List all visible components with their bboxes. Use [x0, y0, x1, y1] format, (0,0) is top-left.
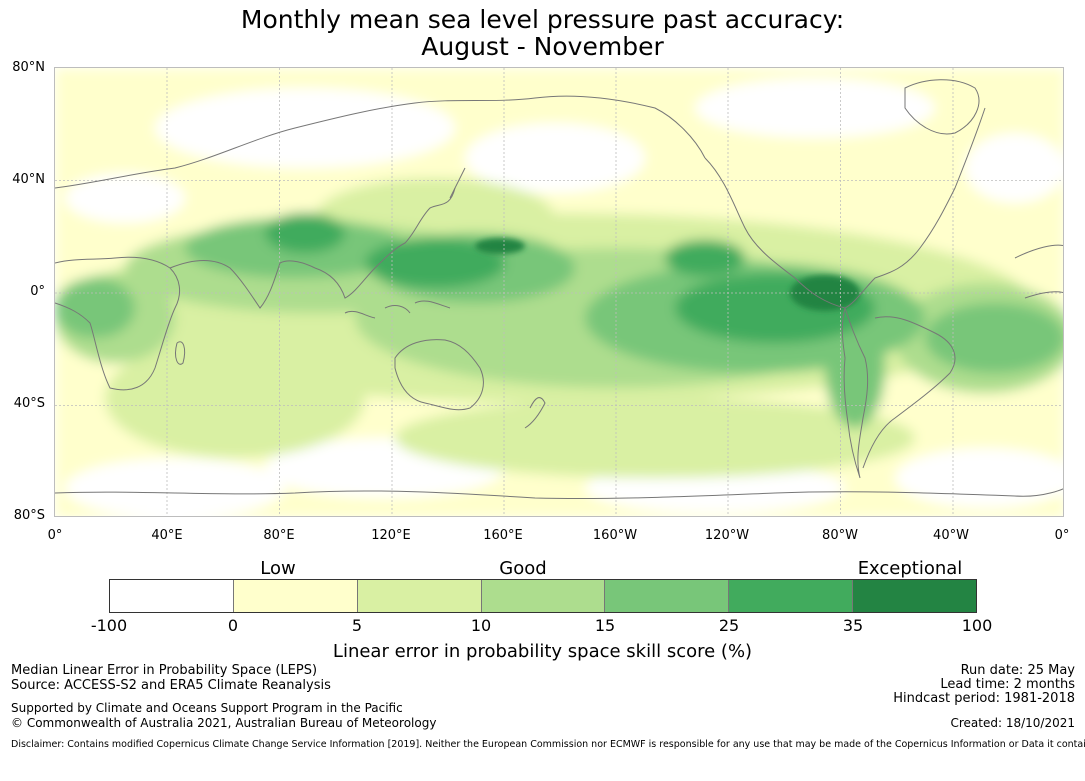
lat-label-40s: 40°S — [13, 396, 45, 411]
colorbar-segment — [729, 580, 854, 612]
lon-label-80e: 80°E — [263, 528, 295, 543]
map-canvas — [55, 68, 1063, 516]
colorbar-segment — [110, 580, 234, 612]
lat-label-80n: 80°N — [12, 60, 45, 75]
colorbar-tick: 0 — [227, 616, 239, 635]
lon-label-80w: 80°W — [822, 528, 858, 543]
lon-label-120e: 120°E — [371, 528, 411, 543]
colorbar-tick: 10 — [470, 616, 492, 635]
colorbar-tick: 5 — [351, 616, 363, 635]
run-date-text: Run date: 25 May — [960, 663, 1075, 678]
support-text: Supported by Climate and Oceans Support … — [11, 701, 403, 715]
lon-label-0: 0° — [47, 528, 63, 543]
colorbar-segment — [853, 580, 977, 612]
coastlines — [55, 79, 1063, 500]
colorbar-segment — [605, 580, 730, 612]
copyright-text: © Commonwealth of Australia 2021, Austra… — [11, 716, 437, 730]
map-title-line-2: August - November — [421, 32, 664, 61]
map-title-line-1: Monthly mean sea level pressure past acc… — [240, 5, 845, 34]
lon-label-160e: 160°E — [483, 528, 523, 543]
colorbar-tick: -100 — [90, 616, 128, 635]
hindcast-text: Hindcast period: 1981-2018 — [893, 691, 1075, 706]
skill-score-map — [54, 67, 1064, 517]
lat-label-40n: 40°N — [12, 172, 45, 187]
category-good: Good — [499, 558, 547, 579]
disclaimer-text: Disclaimer: Contains modified Copernicus… — [11, 739, 1085, 750]
colorbar-segment — [481, 580, 606, 612]
created-text: Created: 18/10/2021 — [950, 716, 1075, 730]
lon-label-120w: 120°W — [704, 528, 750, 543]
lat-label-80s: 80°S — [13, 508, 45, 523]
colorbar-tick: 25 — [718, 616, 740, 635]
colorbar-title: Linear error in probability space skill … — [332, 641, 753, 662]
lead-time-text: Lead time: 2 months — [940, 677, 1075, 692]
skill-field — [55, 68, 1063, 516]
colorbar-segment — [357, 580, 482, 612]
category-low: Low — [260, 558, 296, 579]
lon-label-160w: 160°W — [592, 528, 638, 543]
colorbar-tick: 100 — [961, 616, 993, 635]
method-text: Median Linear Error in Probability Space… — [11, 663, 318, 678]
lon-label-0-right: 0° — [1054, 528, 1070, 543]
colorbar — [109, 579, 977, 613]
colorbar-tick: 35 — [842, 616, 864, 635]
colorbar-segment — [233, 580, 358, 612]
graticule — [55, 68, 1063, 516]
lon-label-40e: 40°E — [151, 528, 183, 543]
category-exceptional: Exceptional — [857, 558, 963, 579]
colorbar-tick: 15 — [594, 616, 616, 635]
lon-label-40w: 40°W — [933, 528, 969, 543]
lat-label-equator: 0° — [30, 284, 45, 299]
source-text: Source: ACCESS-S2 and ERA5 Climate Reana… — [11, 678, 331, 693]
